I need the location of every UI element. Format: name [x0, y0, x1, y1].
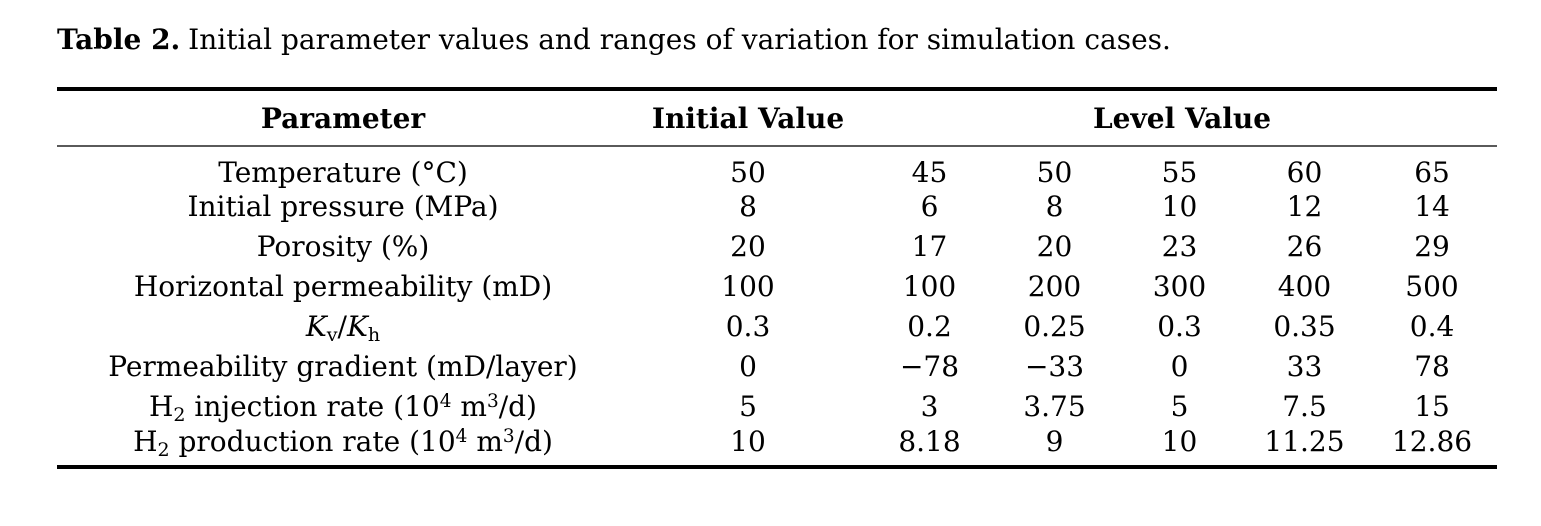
table-row: Kv/Kh 0.3 0.2 0.25 0.3 0.35 0.4 [57, 307, 1497, 347]
table-container: Parameter Initial Value Level Value Temp… [57, 87, 1498, 469]
level-value-cell: 0.3 [1157, 310, 1202, 343]
level-value-cell: 17 [911, 230, 948, 263]
initial-value-cell: 20 [730, 230, 766, 263]
level-value-cell: 11.25 [1264, 425, 1345, 458]
table-body: Temperature (°C) 50 45 50 55 60 65 Initi… [57, 146, 1497, 467]
parameters-table: Parameter Initial Value Level Value Temp… [57, 87, 1498, 469]
column-header-level-value: Level Value [867, 89, 1498, 147]
parameter-cell: Temperature (°C) [218, 156, 468, 189]
level-value-cell: 9 [1045, 425, 1064, 458]
table-header: Parameter Initial Value Level Value [57, 89, 1498, 147]
level-value-cell: 33 [1286, 350, 1323, 383]
parameter-cell: H2 injection rate (104 m3/d) [149, 390, 537, 426]
table-row: Temperature (°C) 50 45 50 55 60 65 [57, 146, 1497, 187]
column-header-parameter: Parameter [57, 89, 629, 147]
level-value-cell: 0.2 [907, 310, 952, 343]
initial-value-cell: 10 [730, 425, 766, 458]
level-value-cell: −78 [899, 350, 960, 383]
initial-value-cell: 0 [739, 350, 757, 383]
level-value-cell: 0.35 [1273, 310, 1336, 343]
level-value-cell: 0 [1170, 350, 1189, 383]
parameter-cell: Kv/Kh [305, 310, 381, 346]
initial-value-cell: 5 [739, 390, 757, 423]
level-value-cell: 6 [920, 190, 939, 223]
level-value-cell: 10 [1161, 425, 1198, 458]
level-value-cell: 8 [1045, 190, 1064, 223]
level-value-cell: 7.5 [1282, 390, 1327, 423]
level-value-cell: 400 [1277, 270, 1332, 303]
initial-value-cell: 50 [730, 156, 766, 189]
table-row: Horizontal permeability (mD) 100 100 200… [57, 267, 1497, 307]
column-header-initial-value: Initial Value [629, 89, 867, 147]
level-value-cell: −33 [1024, 350, 1085, 383]
level-value-cell: 5 [1170, 390, 1189, 423]
header-row: Parameter Initial Value Level Value [57, 89, 1498, 147]
level-value-cell: 0.4 [1409, 310, 1455, 343]
level-value-cell: 3 [920, 390, 939, 423]
level-value-cell: 26 [1286, 230, 1323, 263]
level-value-cell: 300 [1152, 270, 1207, 303]
parameter-cell: H2 production rate (104 m3/d) [133, 425, 553, 461]
level-value-cell: 100 [902, 270, 957, 303]
parameter-cell: Porosity (%) [256, 230, 430, 263]
level-value-cell: 29 [1414, 230, 1450, 263]
level-value-cell: 10 [1161, 190, 1198, 223]
level-value-cell: 78 [1414, 350, 1450, 383]
level-value-cell: 45 [911, 156, 948, 189]
level-value-cell: 20 [1036, 230, 1073, 263]
level-value-cell: 15 [1414, 390, 1450, 423]
level-value-cell: 12.86 [1391, 425, 1473, 458]
level-value-cell: 500 [1405, 270, 1459, 303]
table-row: H2 injection rate (104 m3/d) 5 3 3.75 5 … [57, 387, 1497, 427]
table-caption-label: Table 2. [57, 23, 181, 56]
initial-value-cell: 100 [721, 270, 775, 303]
table-row: Permeability gradient (mD/layer) 0 −78 −… [57, 347, 1497, 387]
initial-value-cell: 0.3 [725, 310, 771, 343]
parameter-cell: Initial pressure (MPa) [187, 190, 499, 223]
table-caption-text: Initial parameter values and ranges of v… [188, 23, 1171, 56]
level-value-cell: 3.75 [1023, 390, 1086, 423]
level-value-cell: 0.25 [1023, 310, 1086, 343]
level-value-cell: 65 [1414, 156, 1450, 189]
level-value-cell: 60 [1286, 156, 1323, 189]
parameter-cell: Horizontal permeability (mD) [133, 270, 553, 303]
level-value-cell: 23 [1161, 230, 1198, 263]
table-row: Initial pressure (MPa) 8 6 8 10 12 14 [57, 187, 1497, 227]
table-caption: Table 2. Initial parameter values and ran… [57, 22, 1171, 58]
level-value-cell: 12 [1286, 190, 1323, 223]
level-value-cell: 55 [1161, 156, 1198, 189]
initial-value-cell: 8 [739, 190, 757, 223]
table-row: H2 production rate (104 m3/d) 10 8.18 9 … [57, 427, 1497, 467]
level-value-cell: 8.18 [898, 425, 961, 458]
parameter-cell: Permeability gradient (mD/layer) [108, 350, 578, 383]
level-value-cell: 200 [1027, 270, 1082, 303]
level-value-cell: 50 [1036, 156, 1073, 189]
level-value-cell: 14 [1414, 190, 1450, 223]
table-row: Porosity (%) 20 17 20 23 26 29 [57, 227, 1497, 267]
